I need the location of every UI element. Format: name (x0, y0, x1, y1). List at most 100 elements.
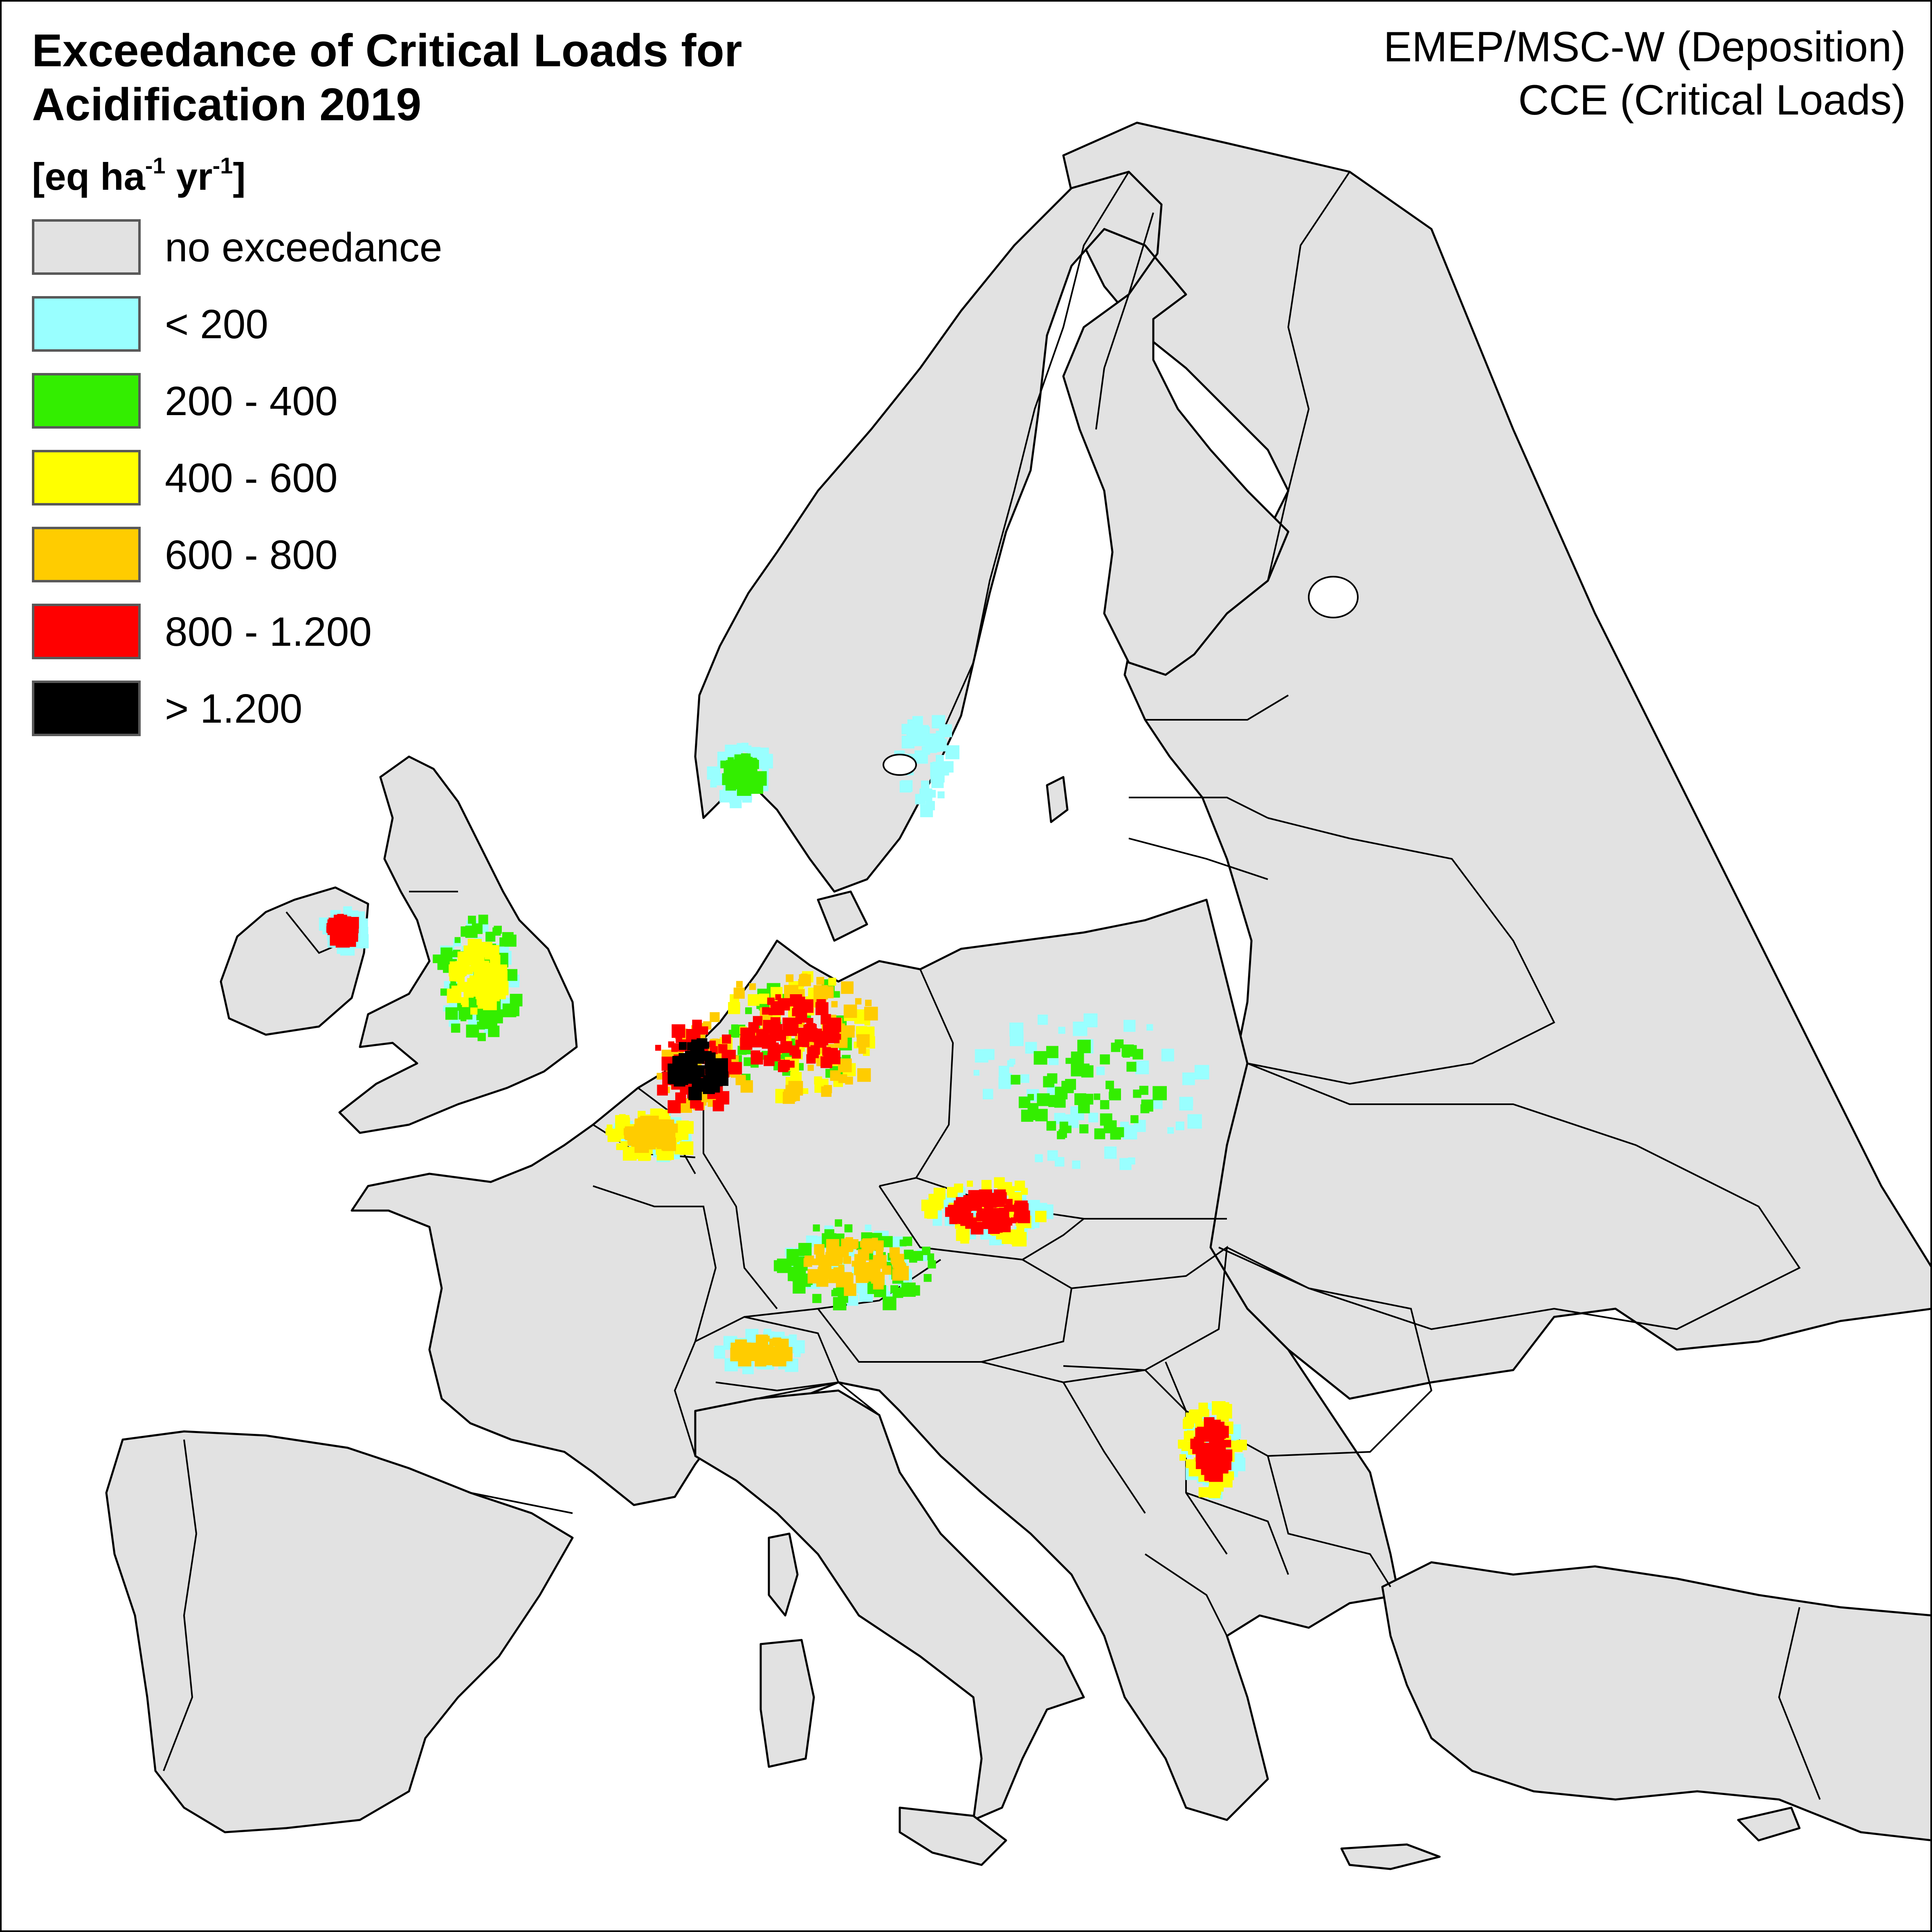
land-sicily (899, 1806, 1007, 1866)
exceedance-cell (767, 997, 775, 1005)
exceedance-cell (1130, 1115, 1139, 1123)
exceedance-cell (457, 951, 469, 963)
exceedance-cell (672, 1024, 685, 1038)
exceedance-cell (975, 1049, 988, 1063)
border-sweden-finland (1095, 212, 1154, 430)
exceedance-cell (472, 947, 484, 958)
exceedance-cell (450, 980, 456, 986)
exceedance-cell (744, 1057, 753, 1066)
exceedance-cell (657, 1085, 668, 1096)
legend-swatch (32, 296, 141, 352)
exceedance-cell (723, 762, 730, 768)
exceedance-cell (847, 1294, 858, 1306)
credits-line-1: EMEP/MSC-W (Deposition) (1383, 23, 1906, 71)
exceedance-cell (1198, 1487, 1209, 1498)
exceedance-cell (672, 1065, 680, 1072)
exceedance-cell (1014, 1180, 1025, 1191)
exceedance-cell (753, 1016, 763, 1026)
exceedance-cell (695, 1102, 704, 1111)
exceedance-cell (685, 1051, 692, 1058)
exceedance-cell (1161, 1049, 1174, 1062)
exceedance-cell (789, 1339, 796, 1346)
exceedance-cell (1200, 1443, 1209, 1452)
exceedance-cell (1033, 1051, 1047, 1065)
land-italy (694, 1389, 1085, 1821)
exceedance-cell (1076, 1025, 1084, 1033)
exceedance-cell (803, 1258, 812, 1267)
exceedance-cell (451, 1023, 461, 1033)
land-iberia (105, 1430, 574, 1833)
exceedance-cell (1059, 1121, 1068, 1130)
exceedance-cell (810, 1045, 820, 1055)
legend-label: 600 - 800 (165, 532, 338, 578)
exceedance-cell (1152, 1086, 1167, 1101)
exceedance-cell (488, 1025, 500, 1037)
exceedance-cell (1046, 1046, 1058, 1058)
exceedance-cell (872, 1238, 878, 1244)
exceedance-cell (447, 951, 454, 957)
exceedance-cell (684, 1066, 690, 1072)
exceedance-cell (1035, 1211, 1047, 1222)
credits-line-2: CCE (Critical Loads) (1518, 76, 1906, 124)
exceedance-cell (327, 927, 333, 933)
exceedance-cell (927, 1208, 938, 1219)
exceedance-cell (780, 1041, 793, 1053)
exceedance-cell (864, 1006, 878, 1021)
exceedance-cell (1009, 1058, 1015, 1065)
exceedance-cell (833, 1297, 847, 1310)
exceedance-cell (957, 1211, 968, 1223)
exceedance-cell (343, 906, 352, 915)
exceedance-cell (1011, 1075, 1020, 1085)
exceedance-cell (1119, 1158, 1132, 1170)
exceedance-cell (975, 1203, 982, 1210)
border-switzerland (695, 1316, 840, 1392)
exceedance-cell (741, 743, 749, 750)
exceedance-cell (709, 1040, 716, 1047)
exceedance-cell (478, 914, 488, 925)
exceedance-cell (835, 1219, 842, 1227)
exceedance-cell (865, 1224, 872, 1231)
exceedance-cell (932, 762, 941, 771)
legend-label: 400 - 600 (165, 455, 338, 501)
exceedance-cell (927, 1253, 935, 1260)
exceedance-cell (1204, 1417, 1215, 1428)
border-france-spain (409, 1467, 573, 1514)
exceedance-cell (461, 926, 471, 937)
map-credits: EMEP/MSC-W (Deposition) CCE (Critical Lo… (1384, 20, 1906, 127)
exceedance-cell (624, 1130, 634, 1139)
exceedance-cell (933, 775, 941, 782)
exceedance-cell (976, 1213, 982, 1219)
exceedance-cell (1192, 1445, 1202, 1454)
exceedance-cell (504, 935, 517, 947)
exceedance-cell (666, 1129, 674, 1137)
exceedance-cell (459, 965, 467, 973)
exceedance-cell (762, 1007, 770, 1015)
exceedance-cell (838, 1074, 847, 1083)
exceedance-cell (814, 1244, 824, 1255)
exceedance-cell (702, 1042, 710, 1049)
exceedance-cell (740, 1352, 749, 1361)
exceedance-cell (962, 1202, 972, 1211)
exceedance-cell (896, 1263, 907, 1273)
exceedance-cell (828, 1269, 843, 1283)
exceedance-cell (472, 923, 483, 934)
exceedance-cell (714, 1058, 728, 1072)
exceedance-cell (360, 918, 368, 927)
exceedance-cell (678, 1042, 687, 1050)
exceedance-cell (769, 1338, 776, 1345)
legend-swatch (32, 219, 141, 275)
exceedance-cell (1146, 1024, 1153, 1031)
exceedance-cell (463, 945, 471, 953)
exceedance-cell (793, 1281, 806, 1294)
exceedance-cell (912, 716, 923, 727)
exceedance-cell (1065, 1079, 1076, 1090)
exceedance-cell (1058, 1027, 1065, 1034)
exceedance-cell (791, 1267, 806, 1281)
legend-swatch (32, 604, 141, 659)
exceedance-cell (1103, 1120, 1117, 1133)
exceedance-cell (1020, 1074, 1029, 1083)
exceedance-cell (708, 1062, 716, 1070)
exceedance-cell (1104, 1146, 1117, 1159)
exceedance-cell (981, 1180, 992, 1190)
exceedance-cell (1047, 1085, 1056, 1095)
